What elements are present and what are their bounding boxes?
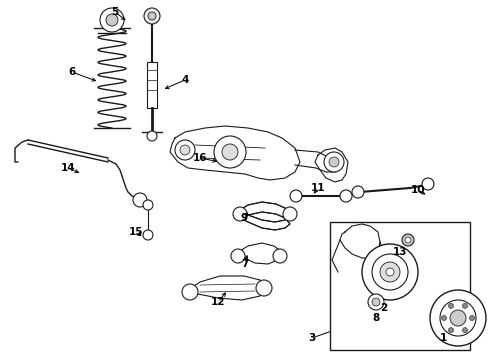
- Circle shape: [231, 249, 245, 263]
- Circle shape: [352, 186, 364, 198]
- Circle shape: [362, 244, 418, 300]
- Bar: [147, 62, 157, 108]
- Circle shape: [405, 237, 411, 243]
- Circle shape: [233, 207, 247, 221]
- Circle shape: [256, 280, 272, 296]
- Circle shape: [133, 193, 147, 207]
- Circle shape: [175, 140, 195, 160]
- Circle shape: [106, 14, 118, 26]
- Circle shape: [380, 262, 400, 282]
- Circle shape: [283, 207, 297, 221]
- Circle shape: [386, 268, 394, 276]
- Text: 6: 6: [69, 67, 75, 77]
- Circle shape: [372, 298, 380, 306]
- Circle shape: [144, 8, 160, 24]
- Circle shape: [329, 157, 339, 167]
- Circle shape: [222, 144, 238, 160]
- Text: 12: 12: [211, 297, 225, 307]
- Circle shape: [147, 131, 157, 141]
- Circle shape: [214, 136, 246, 168]
- Text: 16: 16: [193, 153, 207, 163]
- Text: 7: 7: [241, 259, 249, 269]
- Circle shape: [448, 303, 454, 309]
- Circle shape: [180, 145, 190, 155]
- Circle shape: [148, 12, 156, 20]
- Circle shape: [463, 328, 467, 333]
- Circle shape: [430, 290, 486, 346]
- Text: 10: 10: [411, 185, 425, 195]
- Text: 1: 1: [440, 333, 446, 343]
- Circle shape: [100, 8, 124, 32]
- Circle shape: [463, 303, 467, 309]
- Text: 4: 4: [181, 75, 189, 85]
- Circle shape: [469, 315, 474, 320]
- Circle shape: [448, 328, 454, 333]
- Circle shape: [182, 284, 198, 300]
- Circle shape: [368, 294, 384, 310]
- Circle shape: [340, 190, 352, 202]
- Text: 13: 13: [393, 247, 407, 257]
- Bar: [330, 222, 470, 350]
- Circle shape: [422, 178, 434, 190]
- Text: 8: 8: [372, 313, 380, 323]
- Text: 5: 5: [111, 7, 119, 17]
- Circle shape: [402, 234, 414, 246]
- Text: 11: 11: [311, 183, 325, 193]
- Text: 2: 2: [380, 303, 388, 313]
- Circle shape: [273, 249, 287, 263]
- Circle shape: [440, 300, 476, 336]
- Circle shape: [143, 230, 153, 240]
- Text: 9: 9: [241, 213, 247, 223]
- Circle shape: [450, 310, 466, 326]
- Circle shape: [324, 152, 344, 172]
- Text: 3: 3: [308, 333, 316, 343]
- Circle shape: [441, 315, 446, 320]
- Circle shape: [372, 254, 408, 290]
- Circle shape: [143, 200, 153, 210]
- Text: 15: 15: [129, 227, 143, 237]
- Text: 14: 14: [61, 163, 75, 173]
- Polygon shape: [240, 202, 290, 230]
- Circle shape: [290, 190, 302, 202]
